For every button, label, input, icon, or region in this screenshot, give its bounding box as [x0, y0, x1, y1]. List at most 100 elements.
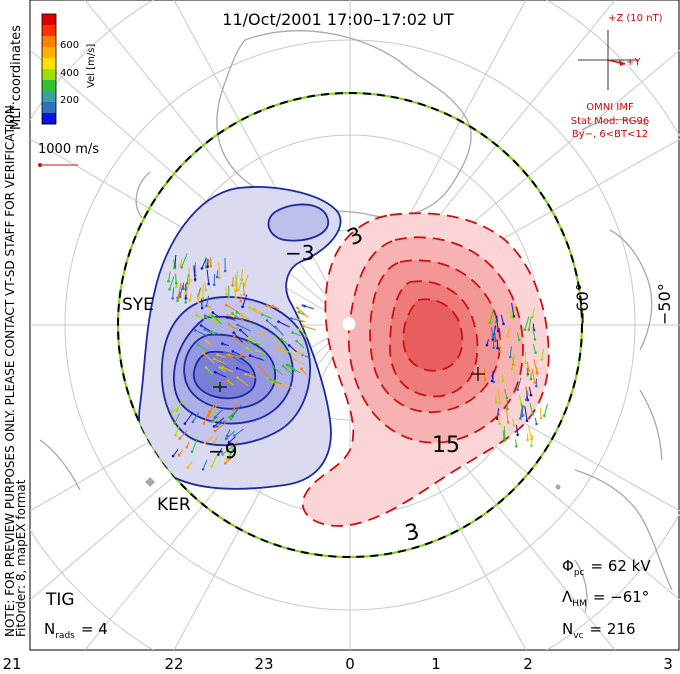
velocity-vector-origin	[291, 331, 295, 334]
velocity-vector-origin	[524, 398, 528, 402]
velocity-vector-origin	[171, 454, 175, 458]
velocity-vector	[515, 424, 519, 435]
velocity-vector	[225, 286, 227, 295]
velocity-vector-origin	[193, 329, 197, 332]
velocity-vector	[245, 373, 256, 378]
velocity-vector-origin	[498, 422, 501, 426]
potential-maximum-marker	[471, 367, 485, 381]
velocity-vector	[169, 276, 175, 290]
velocity-vector-origin	[499, 350, 503, 353]
magnetic-pole-marker	[342, 317, 356, 331]
velocity-vector	[288, 345, 297, 353]
velocity-vector	[228, 353, 241, 359]
colorbar-tick-400: 400	[60, 68, 79, 79]
velocity-vector-origin	[254, 349, 258, 352]
velocity-vector-origin	[211, 311, 215, 314]
velocity-vector-origin	[225, 379, 229, 383]
velocity-vector	[531, 435, 533, 446]
velocity-vector-origin	[225, 313, 229, 317]
velocity-vector	[181, 253, 188, 268]
velocity-vector-origin	[535, 372, 539, 375]
velocity-vector-origin	[483, 378, 487, 382]
velocity-vector-origin	[207, 410, 211, 414]
velocity-vector-origin	[225, 293, 228, 296]
vector-scale-label: 1000 m/s	[38, 142, 99, 157]
velocity-vector-origin	[239, 299, 243, 303]
velocity-vector-origin	[268, 378, 271, 381]
velocity-vector	[497, 414, 501, 424]
velocity-vector	[175, 424, 181, 436]
velocity-vector	[532, 326, 536, 340]
velocity-vector-origin	[485, 343, 489, 347]
velocity-vector-origin	[502, 322, 505, 326]
mlt-tick-3: 3	[663, 655, 673, 673]
velocity-vector	[214, 371, 227, 378]
velocity-vector	[191, 438, 198, 452]
colorbar-tick-600: 600	[60, 40, 79, 51]
stats-nvc: Nvc = 216	[562, 620, 635, 641]
velocity-vector	[543, 403, 548, 416]
velocity-vector-origin	[195, 314, 198, 317]
velocity-vector	[292, 332, 301, 337]
velocity-vector	[212, 315, 222, 325]
velocity-vector-origin	[533, 338, 537, 341]
velocity-vector	[275, 326, 284, 336]
velocity-vector-origin	[297, 310, 301, 314]
velocity-vector-origin	[236, 376, 239, 379]
velocity-vector	[296, 317, 307, 323]
velocity-vector-origin	[517, 338, 521, 342]
velocity-vector	[300, 368, 308, 376]
velocity-vector	[232, 404, 242, 417]
velocity-vector-origin	[202, 351, 205, 355]
velocity-vector-origin	[177, 296, 180, 299]
velocity-vector	[249, 355, 264, 361]
velocity-vector	[525, 390, 528, 400]
velocity-vector-origin	[244, 373, 247, 376]
velocity-vector-origin	[208, 313, 212, 316]
velocity-vector-origin	[277, 320, 280, 324]
velocity-vector	[249, 306, 260, 315]
coordinates-label: MLT coordinates	[9, 25, 24, 130]
mlt-tick-21: 21	[2, 655, 21, 673]
velocity-vector	[188, 267, 190, 281]
velocity-vector	[502, 430, 505, 439]
colorbar-swatch	[42, 102, 56, 114]
velocity-vector-origin	[207, 304, 210, 308]
velocity-vector-origin	[210, 420, 213, 423]
velocity-vector-origin	[200, 306, 204, 310]
velocity-vector-origin	[231, 409, 235, 412]
velocity-vector-origin	[260, 313, 264, 316]
velocity-vector-origin	[209, 381, 213, 385]
velocity-vector	[208, 403, 215, 417]
velocity-vector-origin	[235, 367, 239, 370]
velocity-vector	[296, 340, 305, 349]
velocity-vector	[214, 409, 223, 418]
velocity-vector	[503, 426, 506, 441]
velocity-vector	[241, 269, 243, 280]
velocity-vector-origin	[526, 372, 530, 376]
velocity-vector	[204, 328, 216, 336]
velocity-vector-origin	[176, 299, 179, 303]
velocity-vector	[302, 304, 315, 310]
imf-plus-z: +Z (10 nT)	[608, 13, 663, 24]
velocity-vector	[232, 350, 246, 358]
velocity-vector	[526, 361, 530, 371]
velocity-vector-origin	[289, 317, 293, 320]
velocity-vector-origin	[178, 437, 181, 440]
velocity-vector-origin	[213, 357, 216, 361]
velocity-vector	[211, 455, 218, 467]
imf-model-line2: By−, 6<BT<12	[572, 129, 648, 140]
velocity-vector-origin	[228, 415, 231, 419]
velocity-vector	[242, 282, 245, 295]
velocity-vector-origin	[245, 346, 249, 350]
velocity-vector-origin	[492, 380, 496, 384]
colorbar-swatch	[42, 113, 56, 125]
velocity-vector-origin	[212, 421, 215, 424]
velocity-vector	[176, 399, 184, 412]
velocity-vector-origin	[501, 379, 505, 383]
imf-source: OMNI IMF	[586, 102, 634, 113]
velocity-vector	[508, 307, 512, 318]
velocity-vector-origin	[201, 296, 205, 300]
velocity-vector	[498, 337, 502, 352]
velocity-vector-origin	[184, 301, 187, 304]
